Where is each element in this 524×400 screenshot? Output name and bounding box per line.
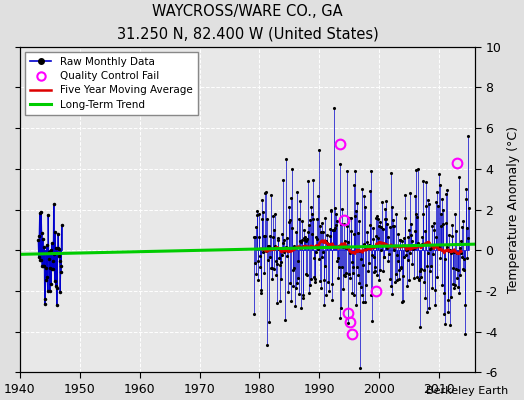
Legend: Raw Monthly Data, Quality Control Fail, Five Year Moving Average, Long-Term Tren: Raw Monthly Data, Quality Control Fail, … <box>25 52 198 115</box>
Y-axis label: Temperature Anomaly (°C): Temperature Anomaly (°C) <box>507 126 520 293</box>
Title: WAYCROSS/WARE CO., GA
31.250 N, 82.400 W (United States): WAYCROSS/WARE CO., GA 31.250 N, 82.400 W… <box>117 4 378 41</box>
Text: Berkeley Earth: Berkeley Earth <box>426 386 508 396</box>
